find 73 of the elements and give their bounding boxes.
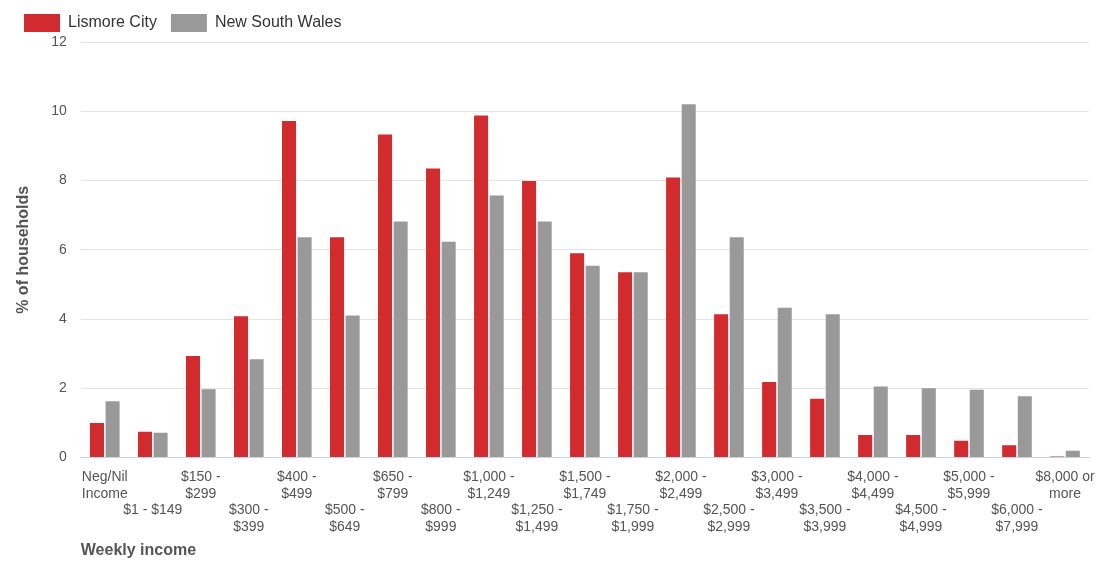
bar: [666, 177, 681, 458]
x-tick-label: $1,000 - $1,249: [463, 467, 515, 501]
bar: [873, 386, 888, 458]
bar: [762, 382, 777, 458]
x-tick-label: $1,250 - $1,499: [511, 501, 563, 535]
bar: [570, 253, 585, 458]
bar: [153, 432, 168, 458]
bar: [921, 388, 936, 458]
bar: [1002, 445, 1017, 458]
bar: [858, 435, 873, 458]
x-axis-title: Weekly income: [80, 540, 197, 558]
bar: [474, 115, 489, 458]
x-tick-label: $800 - $999: [421, 501, 462, 535]
bar: [618, 272, 633, 458]
bar: [249, 359, 264, 458]
bar: [633, 272, 648, 458]
bar: [330, 237, 345, 458]
bar: [906, 435, 921, 458]
bar: [489, 195, 504, 458]
bar: [233, 316, 249, 458]
y-tick-label: 0: [58, 448, 67, 465]
x-tick-label: $500 - $649: [324, 501, 366, 535]
x-tick-label: $4,000 - $4,499: [847, 467, 899, 501]
x-tick-label: $8,000 or more: [1035, 467, 1095, 501]
bar: [137, 431, 153, 458]
bar: [297, 237, 312, 458]
x-tick-label: $2,500 - $2,999: [703, 501, 755, 535]
legend-label: Lismore City: [68, 13, 157, 31]
bar: [537, 221, 552, 458]
bar: [282, 120, 297, 458]
bar: [522, 180, 537, 458]
bar: [714, 314, 729, 458]
y-tick-label: 4: [58, 309, 67, 326]
x-tick-label: $2,000 - $2,499: [655, 467, 707, 501]
bar: [825, 314, 840, 458]
bar: [185, 356, 201, 458]
x-tick-label: $1 - $149: [123, 501, 183, 518]
x-tick-label: $6,000 - $7,999: [991, 501, 1044, 535]
bar: [378, 134, 393, 458]
x-tick-label: $400 - $499: [276, 467, 317, 501]
bar: [426, 168, 441, 458]
bar: [393, 221, 408, 458]
bar: [681, 104, 696, 458]
bar: [954, 440, 969, 458]
y-axis-title: % of households: [14, 185, 32, 314]
y-tick-label: 12: [51, 32, 67, 49]
x-tick-label: Neg/Nil Income: [81, 467, 128, 501]
y-tick-label: 10: [51, 102, 67, 119]
y-tick-label: 2: [58, 379, 67, 396]
x-tick-label: $300 - $399: [228, 501, 269, 535]
bar: [105, 401, 120, 458]
bar: [1017, 396, 1032, 458]
bar: [1065, 450, 1080, 458]
bar: [729, 237, 744, 458]
bar: [777, 307, 792, 458]
bar: [201, 389, 216, 458]
x-tick-label: $4,500 - $4,999: [895, 501, 947, 535]
bar: [89, 422, 104, 458]
bar: [345, 315, 360, 458]
x-tick-label: $650 - $799: [372, 467, 414, 501]
x-tick-label: $150 - $299: [180, 467, 221, 501]
y-tick-label: 8: [58, 171, 67, 188]
y-tick-label: 6: [58, 240, 67, 257]
legend-label: New South Wales: [214, 13, 342, 31]
x-tick-label: $3,000 - $3,499: [751, 467, 803, 501]
bar: [810, 398, 825, 458]
bar: [585, 265, 600, 458]
bar: [441, 241, 456, 458]
x-tick-label: $1,750 - $1,999: [607, 501, 659, 535]
x-tick-label: $3,500 - $3,999: [799, 501, 851, 535]
x-tick-label: $5,000 - $5,999: [943, 467, 995, 501]
bar: [969, 389, 984, 458]
x-tick-label: $1,500 - $1,749: [559, 467, 611, 501]
